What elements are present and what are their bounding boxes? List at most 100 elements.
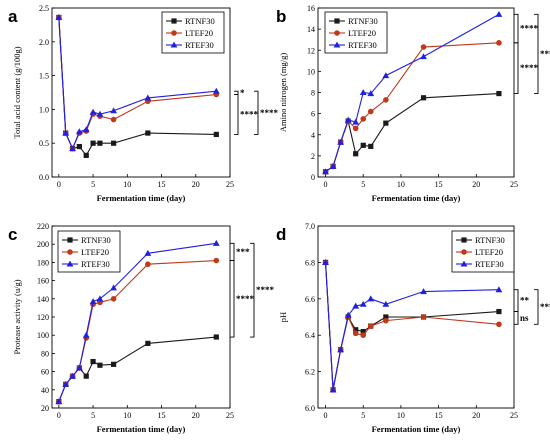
y-tick-label: 8 <box>311 89 315 98</box>
plot-frame <box>51 7 231 178</box>
y-tick-label: 60 <box>41 368 49 377</box>
data-point <box>144 249 152 256</box>
significance-label: **** <box>236 294 255 304</box>
y-tick-label: 2.0 <box>39 38 49 47</box>
data-point <box>76 143 82 150</box>
data-point <box>420 288 427 295</box>
series-line <box>58 336 217 402</box>
series-line <box>325 13 500 173</box>
data-point <box>322 168 329 175</box>
x-tick-label: 10 <box>397 180 405 189</box>
legend-marker <box>461 237 467 243</box>
data-point <box>353 151 359 157</box>
y-axis-title: Protease activity (u/g) <box>12 279 22 354</box>
x-tick-label: 25 <box>226 180 234 189</box>
data-point <box>145 261 151 268</box>
y-tick-label: 7.0 <box>305 222 315 231</box>
x-tick-label: 10 <box>123 180 131 189</box>
data-point <box>83 373 89 379</box>
significance-bracket <box>230 260 235 338</box>
data-point <box>97 140 103 146</box>
significance-brackets: ************ <box>514 13 550 95</box>
data-point <box>359 300 367 307</box>
series-line <box>325 93 499 173</box>
legend: RTNF30 LTEF20 RTEF30 <box>161 11 225 54</box>
significance-bracket <box>514 311 519 325</box>
data-point <box>420 53 427 60</box>
x-axis-title: Fermentation time (day) <box>97 424 186 434</box>
y-tick-label: 140 <box>37 295 49 304</box>
x-tick-label: 15 <box>435 411 443 420</box>
significance-brackets: *********** <box>230 242 275 338</box>
legend-marker <box>66 260 74 267</box>
series-line <box>324 262 499 390</box>
data-point <box>329 163 337 169</box>
data-point <box>367 90 375 97</box>
legend-marker <box>461 249 467 255</box>
data-point <box>337 138 345 145</box>
data-point <box>344 311 352 318</box>
y-tick-label: 6 <box>311 110 315 119</box>
data-point <box>55 398 63 405</box>
x-tick-label: 15 <box>158 411 166 420</box>
x-tick-label: 25 <box>226 411 234 420</box>
x-tick-label: 10 <box>397 411 405 420</box>
data-point <box>352 118 360 125</box>
series-line <box>58 260 217 402</box>
data-point <box>69 372 76 379</box>
x-tick-label: 20 <box>472 180 480 189</box>
y-tick-label: 10 <box>307 67 315 76</box>
data-point <box>360 142 366 148</box>
y-tick-label: 2 <box>311 152 315 161</box>
y-tick-label: 14 <box>307 25 315 34</box>
y-tick-label: 0.5 <box>39 139 49 148</box>
x-tick-label: 20 <box>192 180 200 189</box>
data-point <box>213 334 219 340</box>
y-tick-label: 80 <box>41 349 49 358</box>
data-point <box>383 120 389 126</box>
significance-bracket <box>234 90 239 95</box>
data-point <box>145 340 151 346</box>
x-tick-label: 5 <box>361 411 365 420</box>
legend-marker <box>67 237 73 243</box>
significance-label: **** <box>240 109 259 119</box>
significance-bracket <box>534 289 539 325</box>
x-tick-label: 5 <box>91 180 95 189</box>
data-point <box>329 386 337 393</box>
data-point <box>144 94 152 101</box>
significance-bracket <box>514 13 519 44</box>
x-tick-label: 20 <box>472 411 480 420</box>
series-ltef20 <box>322 40 502 175</box>
data-point <box>352 302 360 309</box>
y-tick-label: 0 <box>311 173 315 182</box>
significance-label: **** <box>260 108 279 118</box>
series-line <box>324 262 499 390</box>
legend-label: LTEF20 <box>348 28 376 38</box>
significance-label: * <box>240 88 245 98</box>
y-axis-title: pH <box>278 312 288 322</box>
significance-bracket <box>254 90 259 135</box>
series-line <box>58 17 217 151</box>
data-point <box>360 116 367 122</box>
data-point <box>367 295 375 302</box>
data-point <box>496 321 502 328</box>
series-ltef20 <box>56 257 220 405</box>
legend-marker <box>334 30 340 36</box>
data-point <box>55 14 63 21</box>
data-point <box>111 361 117 367</box>
panel-label: b <box>276 7 286 26</box>
series-line <box>324 262 499 390</box>
legend-label: RTEF30 <box>348 40 377 50</box>
panel-label: d <box>276 225 286 244</box>
panel-label: c <box>8 225 17 244</box>
data-point <box>212 87 220 94</box>
data-point <box>69 145 76 152</box>
y-tick-label: 40 <box>41 386 49 395</box>
legend: RTNF30 LTEF20 RTEF30 <box>324 11 388 54</box>
legend-label: LTEF20 <box>81 247 109 257</box>
x-tick-label: 20 <box>192 411 200 420</box>
y-tick-label: 6.4 <box>305 331 315 340</box>
legend-marker <box>171 18 177 24</box>
data-point <box>337 346 345 353</box>
legend-marker <box>334 18 340 24</box>
